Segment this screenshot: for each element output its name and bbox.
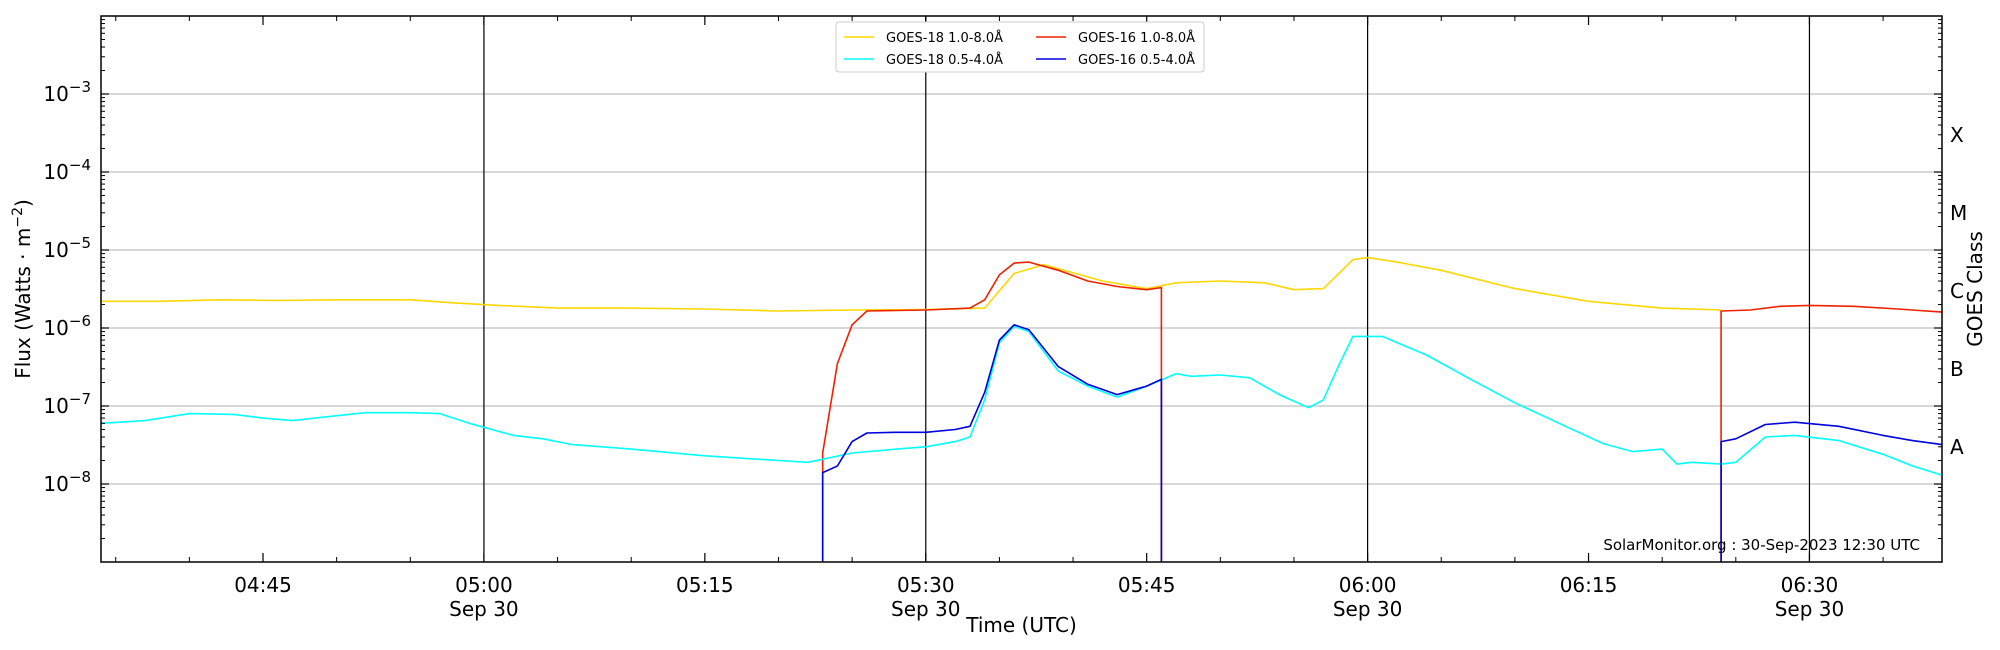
goes-class-label: M [1950,201,1967,225]
y-tick-label: 10−5 [43,234,91,262]
y-tick-base: 10 [43,82,68,106]
x-tick-date-label: Sep 30 [449,597,519,621]
plot-frame [100,15,1943,563]
series-line [821,261,1163,562]
vertical-lines-layer [483,16,1811,562]
y-tick-base: 10 [43,316,68,340]
y-tick-exponent: −8 [69,468,91,486]
y-axis-title-main: Flux (Watts · m [11,228,35,379]
goes-class-label: C [1950,279,1964,303]
goes-class-axis-title: GOES Class [1963,231,1987,347]
y-tick-label: 10−7 [43,390,91,418]
y-tick-base: 10 [43,472,68,496]
y-axis-title-close: ) [11,199,35,207]
x-tick-date-label: Sep 30 [1775,597,1845,621]
y-tick-exponent: −7 [69,390,91,408]
y-tick-exponent: −3 [69,78,91,96]
x-tick-time-label: 06:30 [1781,573,1839,597]
y-tick-base: 10 [43,160,68,184]
x-tick-time-label: 06:15 [1560,573,1618,597]
series-line [101,256,1722,312]
y-tick-exponent: −4 [69,156,91,174]
y-tick-label: 10−8 [43,468,91,496]
y-axis-title-exponent: −2 [10,207,26,228]
goes-class-label: X [1950,123,1964,147]
x-tick-time-label: 05:15 [676,573,734,597]
legend-label: GOES-16 0.5-4.0Å [1078,52,1195,68]
y-axis-title: Flux (Watts · m−2) [10,199,35,379]
y-tick-base: 10 [43,238,68,262]
series-line [821,323,1163,562]
legend: GOES-18 1.0-8.0Å GOES-18 0.5-4.0Å GOES-16 … [835,21,1205,73]
series-line [1720,421,1943,562]
goes-class-label: A [1950,435,1964,459]
y-tick-exponent: −5 [69,234,91,252]
legend-label: GOES-18 1.0-8.0Å [886,30,1003,46]
legend-label: GOES-16 1.0-8.0Å [1078,30,1195,46]
x-tick-time-label: 05:45 [1118,573,1176,597]
x-tick-time-label: 04:45 [234,573,292,597]
y-tick-label: 10−3 [43,78,91,106]
credit-text: SolarMonitor.org : 30-Sep-2023 12:30 UTC [1603,536,1920,554]
y-tick-label: 10−6 [43,312,91,340]
x-tick-date-label: Sep 30 [1333,597,1403,621]
x-tick-time-label: 06:00 [1339,573,1397,597]
y-tick-base: 10 [43,394,68,418]
y-tick-exponent: −6 [69,312,91,330]
legend-box [835,21,1205,73]
goes-class-label: B [1950,357,1964,381]
legend-label: GOES-18 0.5-4.0Å [886,52,1003,68]
series-line [100,325,1943,476]
x-tick-time-label: 05:30 [897,573,955,597]
grid-layer [101,93,1942,485]
series-layer [100,256,1943,562]
x-axis-title: Time (UTC) [965,613,1077,637]
y-tick-label: 10−4 [43,156,91,184]
x-tick-time-label: 05:00 [455,573,513,597]
series-line [1720,304,1943,562]
x-tick-date-label: Sep 30 [891,597,961,621]
